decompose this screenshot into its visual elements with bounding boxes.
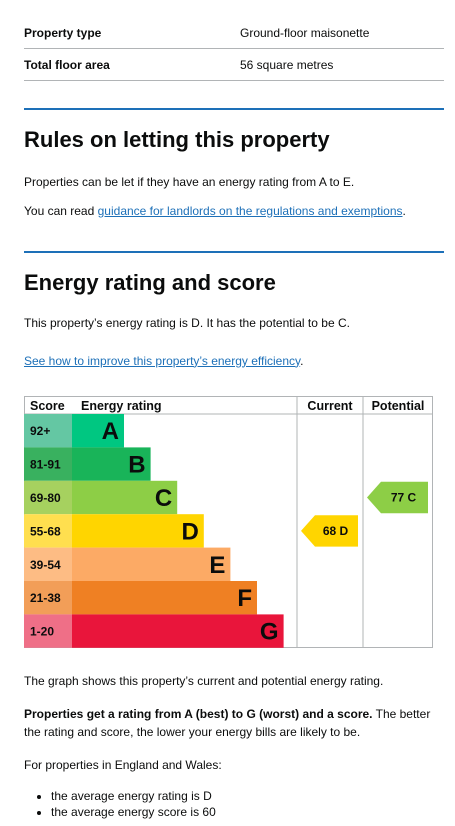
score-cell: [24, 447, 72, 481]
guidance-prefix: You can read: [24, 203, 98, 218]
rating-bar-d: [72, 514, 204, 548]
rating-bar-g: [72, 614, 284, 648]
current-rating-arrow: [301, 515, 358, 547]
summary-row-floor-area: Total floor area 56 square metres: [24, 49, 444, 81]
guidance-link[interactable]: guidance for landlords on the regulation…: [97, 203, 403, 218]
energy-heading: Energy rating and score: [24, 269, 276, 295]
header-current: Current: [307, 399, 353, 413]
list-item: the average energy score is 60: [51, 804, 444, 821]
energy-rating-graph: Score Energy rating Current Potential 92+ A 81…: [24, 396, 433, 648]
rating-letter-d: D: [181, 518, 198, 545]
improve-paragraph: See how to improve this property’s energ…: [24, 353, 444, 370]
score-range-d: 55-68: [30, 524, 61, 538]
rating-explanation-bold: Properties get a rating from A (best) to…: [24, 707, 373, 722]
rating-explanation: Properties get a rating from A (best) to…: [24, 706, 444, 741]
summary-key: Property type: [24, 25, 102, 40]
score-range-c: 69-80: [30, 491, 61, 505]
summary-value: 56 square metres: [240, 57, 334, 72]
score-cell: [24, 480, 72, 515]
header-potential: Potential: [372, 399, 425, 413]
rating-bar-c: [72, 480, 178, 515]
section-divider: [24, 250, 444, 253]
rating-letter-c: C: [155, 485, 172, 512]
rating-letter-b: B: [128, 452, 145, 479]
current-rating-label: 68 D: [323, 524, 349, 538]
improve-link[interactable]: See how to improve this property’s energ…: [24, 353, 301, 368]
summary-row-property-type: Property type Ground-floor maisonette: [24, 17, 444, 49]
rating-bar-e: [72, 547, 231, 581]
rating-bar-b: [72, 447, 151, 481]
graph-caption: The graph shows this property’s current …: [24, 674, 384, 688]
score-cell: [24, 414, 72, 448]
rating-bar-a: [72, 414, 124, 448]
letting-paragraph: Properties can be let if they have an en…: [24, 175, 355, 190]
england-wales-intro: For properties in England and Wales:: [24, 758, 222, 773]
list-item: the average energy rating is D: [51, 788, 444, 805]
energy-rating-chart: Score Energy rating Current Potential 92+ A 81…: [24, 396, 433, 648]
header-energy-rating: Energy rating: [81, 399, 162, 413]
score-cell: [24, 547, 72, 581]
summary-key: Total floor area: [24, 57, 110, 72]
header-score: Score: [30, 399, 65, 413]
energy-rating-paragraph: This property’s energy rating is D. It h…: [24, 316, 350, 331]
score-range-a: 92+: [30, 424, 50, 438]
score-range-g: 1-20: [30, 625, 54, 639]
section-divider: [24, 108, 444, 110]
rating-bar-f: [72, 581, 257, 615]
potential-rating-label: 77 C: [391, 491, 417, 505]
rating-letter-a: A: [102, 418, 119, 445]
score-range-f: 21-38: [30, 591, 61, 605]
score-range-e: 39-54: [30, 558, 61, 572]
guidance-suffix: .: [402, 203, 406, 218]
score-cell: [24, 614, 72, 648]
average-list: the average energy rating is D the avera…: [24, 788, 444, 822]
improve-suffix: .: [300, 353, 304, 368]
rating-letter-e: E: [209, 552, 225, 579]
rating-letter-g: G: [260, 619, 279, 646]
rating-letter-f: F: [237, 585, 252, 612]
summary-value: Ground-floor maisonette: [240, 25, 370, 40]
score-cell: [24, 581, 72, 615]
score-range-b: 81-91: [30, 458, 61, 472]
letting-heading: Rules on letting this property: [24, 127, 330, 152]
score-cell: [24, 514, 72, 548]
rating-explanation-tail: The better the rating and score, the low…: [24, 707, 431, 739]
letting-guidance-paragraph: You can read guidance for landlords on t…: [24, 203, 444, 220]
potential-rating-arrow: [367, 481, 428, 514]
